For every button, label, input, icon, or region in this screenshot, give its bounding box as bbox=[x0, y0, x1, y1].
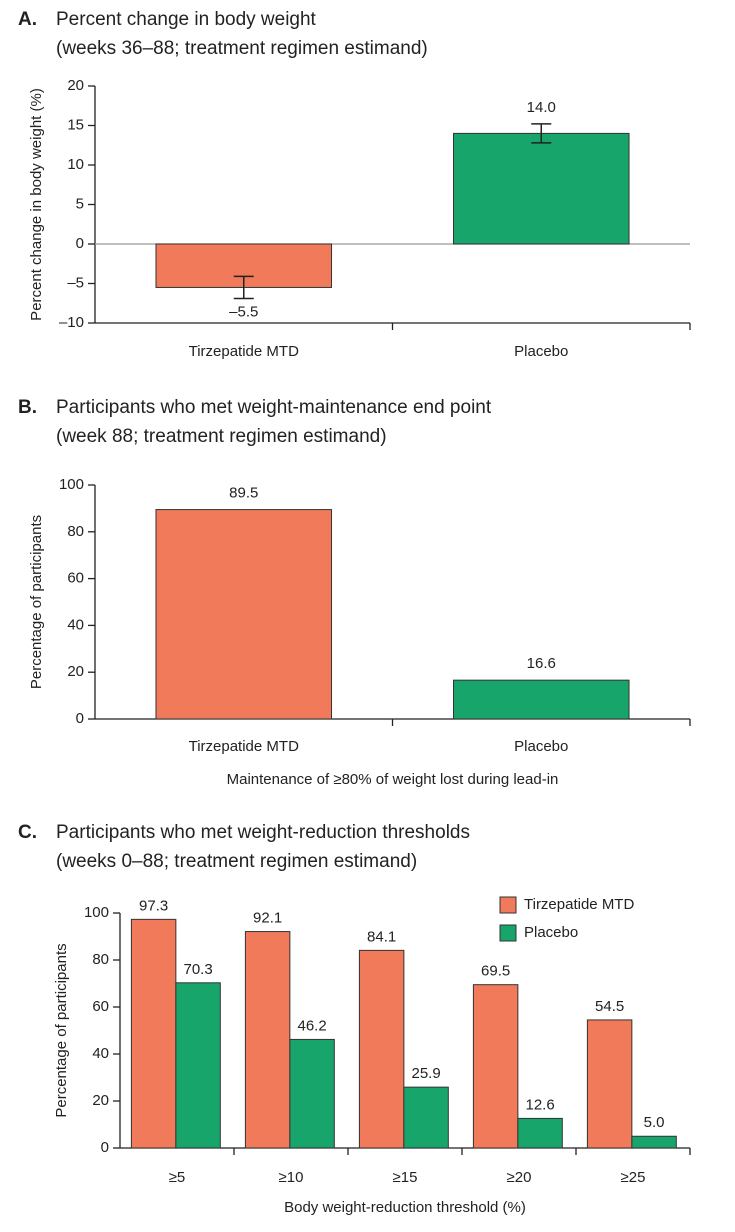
panel-label: B. bbox=[18, 397, 37, 418]
bar bbox=[517, 1117, 563, 1149]
bar bbox=[452, 132, 630, 245]
y-axis-label: Percent change in body weight (%) bbox=[28, 88, 45, 321]
error-bar bbox=[233, 275, 254, 300]
bar bbox=[130, 918, 177, 1149]
y-tick-label: 60 bbox=[92, 998, 109, 1015]
x-tick-label: Tirzepatide MTD bbox=[189, 343, 299, 360]
y-tick-label: –5 bbox=[67, 274, 84, 291]
bar bbox=[472, 984, 519, 1149]
y-tick-label: 15 bbox=[67, 116, 84, 133]
y-axis-label: Percentage of participants bbox=[53, 943, 70, 1117]
bar bbox=[155, 509, 333, 720]
value-label: 12.6 bbox=[525, 1096, 554, 1113]
x-tick-label: ≥20 bbox=[507, 1169, 532, 1186]
value-label: –5.5 bbox=[229, 303, 258, 320]
value-label: 54.5 bbox=[595, 998, 624, 1015]
x-tick-label: Placebo bbox=[514, 738, 568, 755]
x-tick-label: Tirzepatide MTD bbox=[189, 738, 299, 755]
legend-label: Placebo bbox=[524, 924, 578, 941]
chart-subtitle: (weeks 0–88; treatment regimen estimand) bbox=[56, 851, 417, 872]
bar bbox=[631, 1135, 677, 1149]
y-axis-label: Percentage of participants bbox=[28, 515, 45, 689]
chart-subtitle: (weeks 36–88; treatment regimen estimand… bbox=[56, 38, 428, 59]
y-tick-label: 20 bbox=[92, 1092, 109, 1109]
panel-label: A. bbox=[18, 9, 37, 30]
value-label: 25.9 bbox=[411, 1065, 440, 1082]
y-tick-label: 100 bbox=[84, 904, 109, 921]
y-tick-label: 0 bbox=[76, 710, 84, 727]
legend-swatch bbox=[499, 896, 517, 914]
y-tick-label: 0 bbox=[76, 235, 84, 252]
y-tick-label: 40 bbox=[92, 1045, 109, 1062]
bar bbox=[403, 1086, 449, 1149]
error-bar bbox=[531, 123, 552, 144]
legend-label: Tirzepatide MTD bbox=[524, 896, 634, 913]
y-tick-label: –10 bbox=[59, 314, 84, 331]
x-tick-label: ≥25 bbox=[621, 1169, 646, 1186]
panel-label: C. bbox=[18, 822, 37, 843]
y-tick-label: 20 bbox=[67, 663, 84, 680]
bar bbox=[289, 1038, 335, 1149]
bar bbox=[586, 1019, 633, 1149]
y-tick-label: 20 bbox=[67, 77, 84, 94]
x-tick-label: ≥10 bbox=[279, 1169, 304, 1186]
value-label: 97.3 bbox=[139, 897, 168, 914]
value-label: 92.1 bbox=[253, 910, 282, 927]
bar bbox=[244, 931, 291, 1149]
chart-title: Participants who met weight-reduction th… bbox=[56, 822, 470, 843]
value-label: 84.1 bbox=[367, 928, 396, 945]
value-label: 14.0 bbox=[527, 99, 556, 116]
chart-title: Percent change in body weight bbox=[56, 9, 317, 30]
value-label: 5.0 bbox=[644, 1114, 665, 1131]
bar bbox=[358, 949, 405, 1149]
y-tick-label: 60 bbox=[67, 570, 84, 587]
value-label: 70.3 bbox=[183, 961, 212, 978]
y-tick-label: 10 bbox=[67, 156, 84, 173]
y-tick-label: 100 bbox=[59, 476, 84, 493]
value-label: 46.2 bbox=[297, 1017, 326, 1034]
value-label: 89.5 bbox=[229, 485, 258, 502]
x-tick-label: ≥15 bbox=[393, 1169, 418, 1186]
y-tick-label: 80 bbox=[92, 951, 109, 968]
chart-subtitle: (week 88; treatment regimen estimand) bbox=[56, 426, 387, 447]
value-label: 69.5 bbox=[481, 963, 510, 980]
x-axis-label: Maintenance of ≥80% of weight lost durin… bbox=[227, 771, 559, 788]
legend-swatch bbox=[499, 924, 517, 942]
x-axis-label: Body weight-reduction threshold (%) bbox=[284, 1199, 526, 1216]
bar bbox=[175, 982, 221, 1149]
x-tick-label: Placebo bbox=[514, 343, 568, 360]
y-tick-label: 80 bbox=[67, 523, 84, 540]
y-tick-label: 5 bbox=[76, 195, 84, 212]
x-tick-label: ≥5 bbox=[169, 1169, 186, 1186]
y-tick-label: 0 bbox=[101, 1139, 109, 1156]
y-tick-label: 40 bbox=[67, 616, 84, 633]
chart-title: Participants who met weight-maintenance … bbox=[56, 397, 492, 418]
value-label: 16.6 bbox=[527, 655, 556, 672]
bar bbox=[452, 679, 630, 720]
